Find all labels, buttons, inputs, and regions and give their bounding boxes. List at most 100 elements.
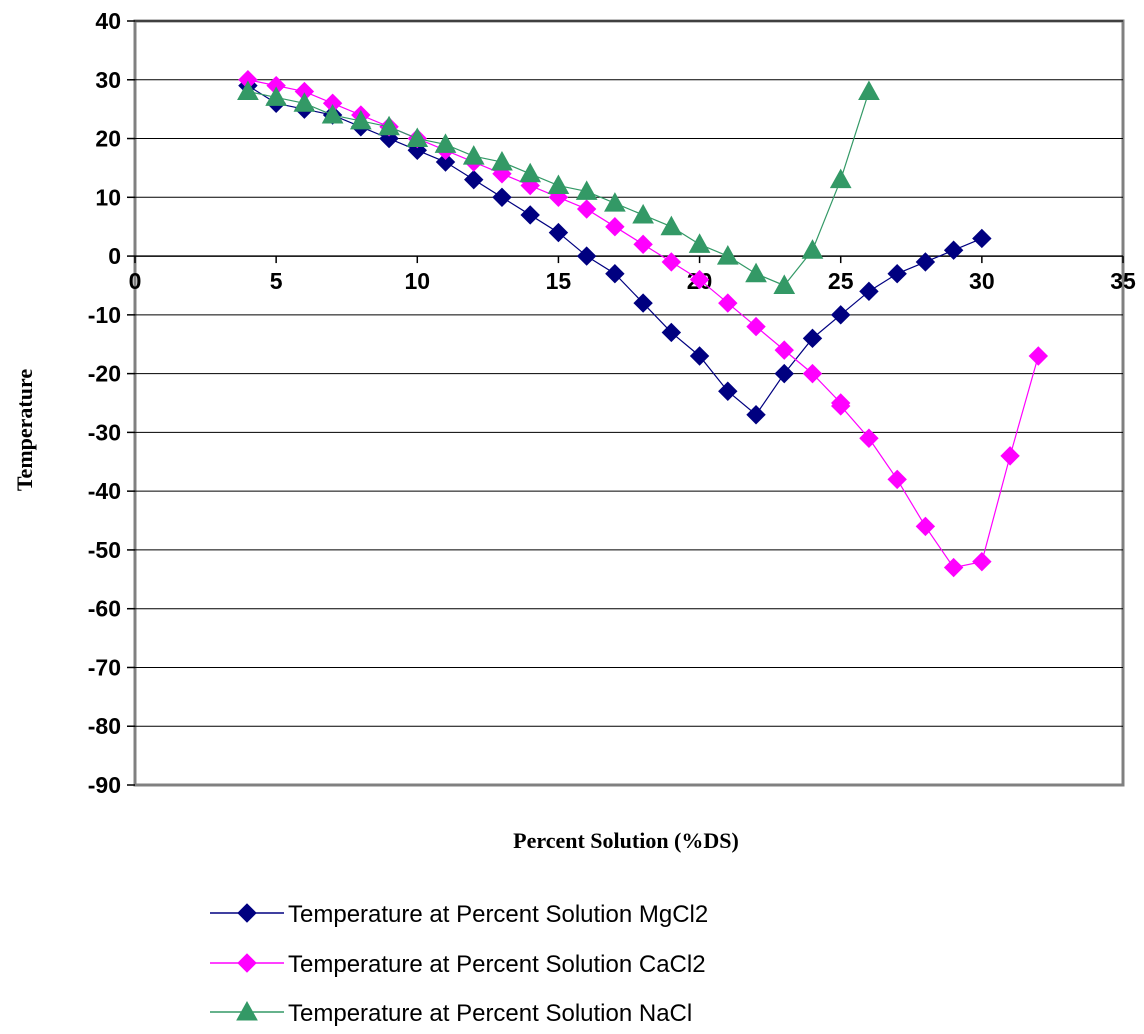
y-tick-label: -50 (88, 537, 121, 563)
data-point (802, 328, 823, 349)
y-tick-label: -40 (88, 478, 121, 504)
data-point (378, 115, 400, 136)
data-point (773, 274, 796, 294)
data-point (293, 92, 316, 112)
data-point (943, 557, 964, 578)
data-point (633, 293, 653, 313)
data-point (718, 293, 738, 313)
legend-label: Temperature at Percent Solution NaCl (288, 1000, 692, 1027)
data-point (801, 239, 824, 259)
data-point (237, 80, 259, 101)
data-point (915, 516, 936, 537)
x-axis-ticks: 05101520253035 (129, 256, 1136, 294)
data-point (831, 396, 851, 416)
data-point (349, 109, 372, 130)
data-point (859, 281, 879, 302)
legend-label: Temperature at Percent Solution MgCl2 (288, 901, 708, 928)
data-point (547, 174, 570, 195)
data-point (321, 104, 344, 124)
y-tick-label: 30 (95, 67, 121, 93)
data-point (605, 216, 625, 237)
data-point (858, 80, 880, 101)
data-point (774, 340, 794, 360)
series-1 (238, 70, 1049, 578)
y-tick-label: -10 (88, 302, 121, 328)
data-point (746, 405, 766, 425)
data-point (688, 233, 711, 253)
data-point (576, 199, 597, 219)
x-tick-label: 15 (546, 268, 572, 294)
series-layer (237, 70, 1049, 578)
data-point (434, 133, 457, 153)
x-tick-label: 5 (270, 268, 283, 294)
data-point (520, 205, 540, 225)
x-tick-label: 0 (129, 268, 142, 294)
data-point (605, 264, 625, 284)
data-point (829, 168, 852, 189)
x-tick-label: 35 (1110, 268, 1136, 294)
y-tick-label: -70 (88, 654, 121, 680)
legend-label: Temperature at Percent Solution CaCl2 (288, 951, 706, 978)
series-2 (237, 80, 880, 294)
y-tick-label: -90 (88, 772, 121, 798)
y-tick-label: 0 (108, 243, 121, 269)
data-point (915, 252, 936, 272)
data-point (972, 551, 992, 572)
legend-marker (237, 903, 257, 923)
y-axis-ticks: 40 30 20 10 0 -10 -20 -30 -40 -50 -60 -70 -80 -90 (88, 8, 135, 798)
data-point (859, 428, 879, 448)
x-tick-label: 10 (404, 268, 430, 294)
data-point (660, 215, 683, 236)
data-point (1000, 446, 1020, 466)
data-point (576, 246, 597, 266)
y-tick-label: -20 (88, 361, 121, 387)
data-point (604, 192, 626, 212)
data-point (435, 152, 456, 172)
legend-item: Temperature at Percent Solution NaCl (210, 1000, 692, 1027)
x-tick-label: 25 (828, 268, 854, 294)
data-point (689, 346, 710, 366)
data-point (887, 264, 907, 284)
y-tick-label: 10 (95, 184, 121, 210)
data-point (745, 262, 767, 283)
y-tick-label: 20 (95, 126, 121, 152)
data-point (265, 86, 287, 106)
data-point (548, 222, 569, 243)
data-point (406, 127, 429, 148)
data-point (462, 145, 485, 165)
x-axis-title: Percent Solution (%DS) (513, 828, 739, 853)
data-point (831, 305, 851, 325)
data-point (689, 269, 710, 290)
legend-marker (236, 1000, 258, 1021)
data-point (746, 316, 766, 337)
data-point (1028, 346, 1049, 366)
data-point (491, 151, 513, 171)
legend-marker (237, 953, 257, 973)
data-point (661, 322, 682, 343)
data-point (774, 363, 794, 384)
y-tick-label: -80 (88, 713, 121, 739)
x-tick-label: 30 (969, 268, 995, 294)
plot-area (133, 19, 1125, 787)
data-point (492, 187, 512, 208)
data-point (575, 180, 598, 200)
gridlines (135, 20, 1123, 727)
legend-item: Temperature at Percent Solution MgCl2 (210, 901, 708, 928)
data-point (716, 245, 739, 265)
y-tick-label: -60 (88, 596, 121, 622)
data-point (519, 162, 542, 183)
data-point (972, 228, 992, 249)
data-point (887, 469, 907, 490)
legend: Temperature at Percent Solution MgCl2 Tem… (210, 901, 708, 1027)
data-point (464, 169, 484, 190)
y-tick-label: -30 (88, 419, 121, 445)
y-axis-title: Temperature (12, 369, 37, 491)
data-point (661, 252, 682, 272)
data-point (943, 240, 964, 260)
y-tick-label: 40 (95, 8, 121, 34)
data-point (802, 363, 823, 384)
data-point (718, 381, 738, 401)
legend-item: Temperature at Percent Solution CaCl2 (210, 951, 706, 978)
data-point (633, 234, 653, 255)
